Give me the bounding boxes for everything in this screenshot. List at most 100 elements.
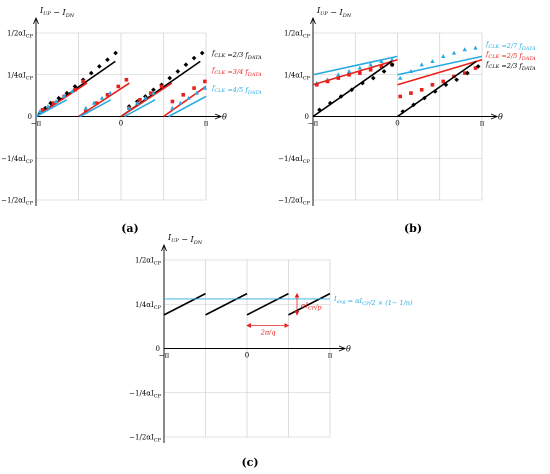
data-point (397, 75, 403, 80)
data-point (203, 79, 207, 84)
data-point (360, 80, 365, 86)
x-tick-label: 0 (245, 352, 249, 360)
data-point (159, 84, 164, 89)
y-tick-label: 1/4αICP (7, 71, 34, 81)
x-axis-label: θ (346, 345, 351, 354)
y-tick-label: −1/4αICP (129, 389, 161, 399)
data-point (475, 64, 481, 69)
data-point (462, 47, 467, 52)
data-point (411, 102, 416, 108)
series-line (163, 85, 207, 118)
data-point (347, 72, 351, 77)
series-line (35, 82, 88, 118)
data-point (37, 109, 43, 114)
x-tick-label: π (328, 352, 333, 360)
data-point (473, 45, 478, 50)
panel-label: (a) (121, 222, 139, 235)
x-axis-arrow (338, 345, 347, 352)
data-point (325, 79, 330, 84)
data-point (84, 109, 88, 114)
y-tick-label: 0 (156, 345, 160, 353)
y-tick-label: −1/2αICP (1, 197, 33, 207)
legend-entry: fCLK =2/3 fDATA (485, 60, 536, 72)
series-2 (312, 58, 483, 99)
data-point (135, 100, 140, 105)
legend-entry: fCLK =2/5 fDATA (485, 50, 536, 62)
data-point (368, 67, 373, 72)
data-point (441, 53, 446, 58)
data-point (409, 91, 413, 95)
data-point (151, 90, 156, 95)
data-point (432, 89, 438, 94)
data-point (105, 57, 110, 63)
y-tick-label: 1/4αICP (284, 71, 311, 81)
x-axis-label: θ (222, 113, 227, 122)
annotation-step-height: αICP/p (301, 301, 322, 311)
data-point (451, 50, 457, 55)
data-point (64, 90, 70, 96)
series-3 (312, 60, 481, 118)
x-tick-label: π (480, 120, 485, 128)
y-axis-arrow (161, 243, 167, 252)
panel-label: (b) (404, 222, 422, 235)
data-point (73, 87, 77, 92)
data-point (91, 100, 97, 105)
y-axis-label: IUP − IDN (167, 233, 203, 246)
y-tick-label: 1/2αICP (7, 30, 34, 40)
x-tick-label: π (204, 120, 209, 128)
data-point (138, 98, 142, 102)
y-tick-label: 0 (28, 113, 32, 121)
data-point (113, 50, 118, 56)
x-axis-arrow (490, 113, 499, 120)
data-point (45, 104, 51, 109)
y-tick-label: 1/4αICP (135, 301, 162, 311)
data-point (315, 82, 319, 87)
data-point (358, 71, 362, 75)
data-point (126, 105, 132, 110)
data-point (99, 95, 105, 100)
data-point (83, 105, 89, 110)
data-point (48, 100, 53, 106)
x-tick-label: 0 (119, 120, 123, 128)
series-3 (35, 85, 208, 118)
y-tick-label: −1/2αICP (129, 434, 161, 444)
data-point (419, 87, 424, 92)
series-line (35, 99, 68, 118)
data-point (97, 64, 102, 69)
data-point (70, 89, 75, 94)
data-point (53, 99, 59, 104)
data-point (462, 71, 467, 75)
y-tick-label: −1/4αICP (1, 155, 33, 165)
data-point (454, 77, 459, 83)
y-tick-label: 0 (305, 113, 309, 121)
series-line (124, 99, 156, 118)
data-point (192, 86, 196, 90)
data-point (346, 69, 352, 74)
data-point (370, 75, 376, 81)
legend-entry: fCLK =2/3 fDATA (211, 49, 262, 61)
data-point (430, 58, 435, 63)
data-point (116, 84, 121, 89)
series-1 (35, 50, 205, 118)
data-point (199, 50, 205, 56)
series-line (79, 99, 112, 118)
x-tick-label: −π (308, 120, 319, 128)
data-point (191, 55, 197, 61)
average-line-label: Iavg = αICP/2 × (1− 1/n) (333, 295, 413, 307)
y-axis-arrow (310, 16, 316, 25)
series-line (397, 58, 483, 86)
data-point (349, 87, 355, 93)
y-tick-label: −1/2αICP (278, 197, 310, 207)
series-line (205, 292, 248, 316)
x-tick-label: −π (31, 120, 42, 128)
data-point (181, 92, 186, 97)
data-point (202, 85, 208, 90)
data-point (81, 79, 85, 84)
series-line (120, 82, 173, 118)
x-axis-label: θ (498, 113, 503, 122)
y-tick-label: −1/4αICP (278, 155, 310, 165)
data-point (107, 90, 113, 95)
